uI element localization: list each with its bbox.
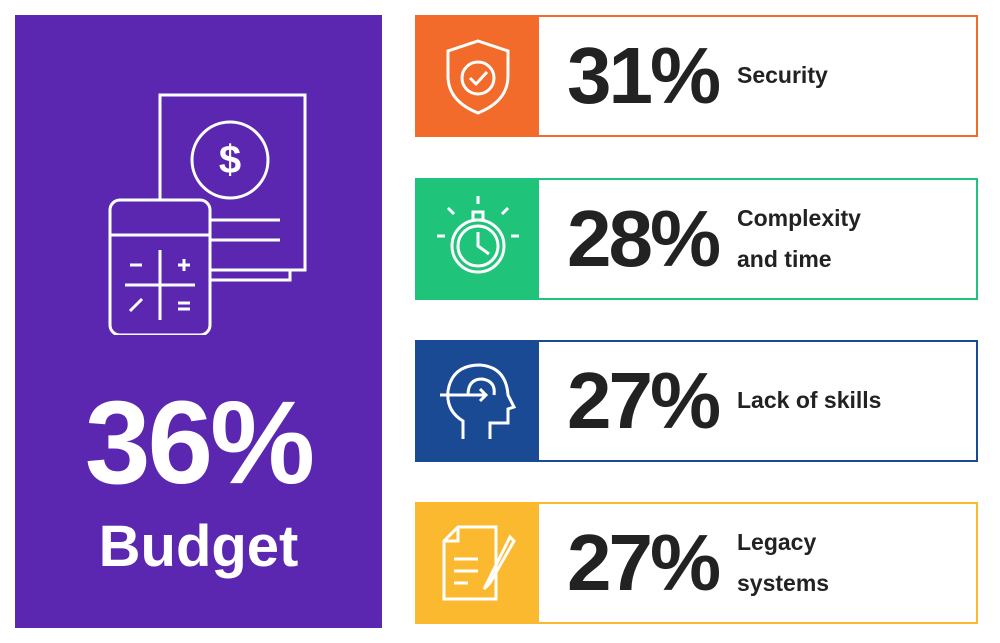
stat-label: Security <box>737 62 828 89</box>
budget-panel: $ 36% Budget <box>15 15 382 628</box>
stat-value: 27% <box>567 356 721 445</box>
budget-icon: $ <box>108 93 307 335</box>
stat-label: Legacy systems <box>737 528 830 596</box>
svg-text:$: $ <box>219 138 241 182</box>
stat-value: 27% <box>567 518 721 607</box>
head-icon <box>417 342 539 460</box>
stat-card: 31% Security <box>415 15 978 137</box>
stopwatch-icon <box>417 180 539 298</box>
stat-card: 27% Legacy systems <box>415 502 978 624</box>
document-icon <box>417 504 539 622</box>
highlight-label: Budget <box>98 514 299 579</box>
stat-value: 31% <box>567 31 721 120</box>
stat-card: 27% Lack of skills <box>415 340 978 462</box>
shield-icon <box>417 17 539 135</box>
stat-value: 28% <box>567 194 721 283</box>
highlight-value: 36% <box>84 377 315 509</box>
stat-label: Complexity and time <box>737 204 861 272</box>
stat-label: Lack of skills <box>737 387 882 414</box>
stat-card: 28% Complexity and time <box>415 178 978 300</box>
